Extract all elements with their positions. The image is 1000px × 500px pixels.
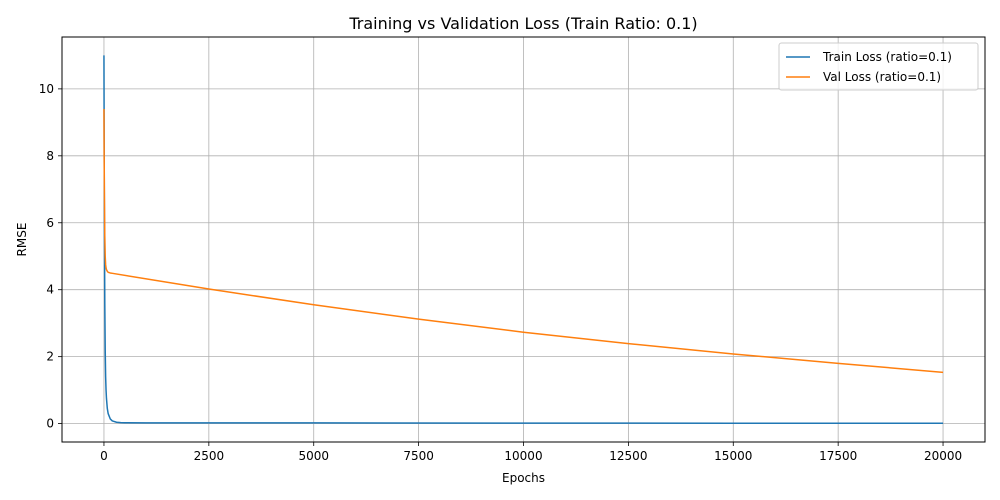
legend-label: Val Loss (ratio=0.1) xyxy=(823,70,941,84)
y-axis: 0 2 4 6 8 10 xyxy=(39,82,62,431)
y-tick-label: 2 xyxy=(46,350,54,364)
x-tick-label: 15000 xyxy=(714,449,752,463)
x-tick-label: 10000 xyxy=(504,449,542,463)
x-tick-label: 7500 xyxy=(403,449,434,463)
x-axis-label: Epochs xyxy=(502,471,545,485)
series-line-val-loss xyxy=(103,108,944,374)
y-tick-label: 0 xyxy=(46,417,54,431)
series-layer xyxy=(103,55,944,425)
x-tick-label: 17500 xyxy=(819,449,857,463)
chart-title: Training vs Validation Loss (Train Ratio… xyxy=(348,14,697,33)
x-axis: 0 2500 5000 7500 10000 12500 15000 17500 20000 xyxy=(100,442,962,463)
y-tick-label: 8 xyxy=(46,149,54,163)
legend: Train Loss (ratio=0.1) Val Loss (ratio=0.… xyxy=(778,42,979,91)
legend-label: Train Loss (ratio=0.1) xyxy=(822,50,952,64)
x-tick-label: 12500 xyxy=(609,449,647,463)
legend-box xyxy=(778,42,979,91)
y-tick-label: 6 xyxy=(46,216,54,230)
y-tick-label: 10 xyxy=(39,82,54,96)
series-line-train-loss xyxy=(103,55,944,425)
y-axis-label: RMSE xyxy=(15,223,29,257)
x-tick-label: 2500 xyxy=(194,449,225,463)
x-tick-label: 0 xyxy=(100,449,108,463)
x-tick-label: 5000 xyxy=(298,449,329,463)
y-tick-label: 4 xyxy=(46,283,54,297)
grid xyxy=(62,37,985,442)
x-tick-label: 20000 xyxy=(924,449,962,463)
